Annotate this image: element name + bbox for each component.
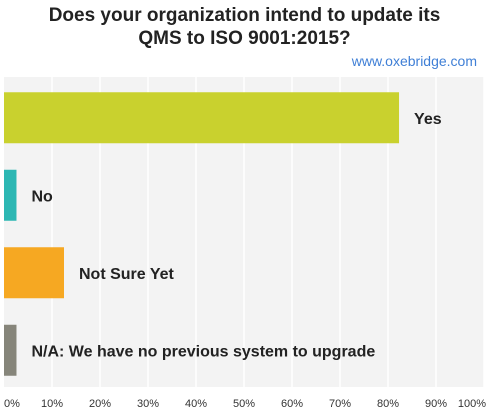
category-label-3: N/A: We have no previous system to upgra… [31,343,375,360]
x-tick-label: 0% [4,398,20,410]
category-label-1: No [31,188,53,205]
x-tick-label: 10% [41,398,63,410]
x-tick-label: 90% [425,398,447,410]
x-tick-label: 40% [185,398,207,410]
x-tick-label: 80% [377,398,399,410]
x-tick-label: 70% [329,398,351,410]
chart-title-line-1: Does your organization intend to update … [48,5,441,26]
x-tick-label: 60% [281,398,303,410]
bar-1 [4,169,17,221]
x-tick-label: 100% [458,398,486,410]
watermark: www.oxebridge.com [351,53,477,69]
bar-0 [4,92,400,144]
x-tick-label: 50% [233,398,255,410]
chart-title: Does your organization intend to update … [0,4,489,50]
x-tick-label: 30% [137,398,159,410]
category-label-2: Not Sure Yet [79,266,175,283]
bar-2 [4,247,64,299]
chart-title-line-2: QMS to ISO 9001:2015? [138,28,351,49]
category-label-0: Yes [414,111,442,128]
bar-3 [4,324,17,376]
x-tick-label: 20% [89,398,111,410]
